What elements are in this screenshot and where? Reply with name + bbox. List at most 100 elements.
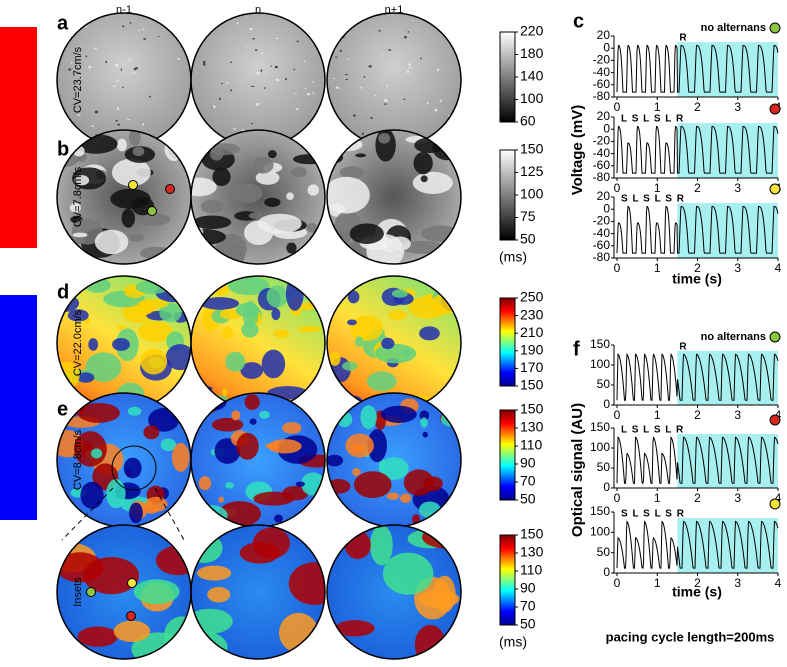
map-patch bbox=[217, 240, 245, 264]
colorbar-tick-label: 140 bbox=[520, 68, 544, 84]
map-patch bbox=[225, 482, 234, 489]
marker-dot bbox=[127, 578, 137, 588]
map-patch bbox=[297, 400, 321, 412]
map-patch bbox=[115, 119, 118, 122]
map-patch bbox=[245, 46, 248, 48]
colorbar-tick-label: 230 bbox=[520, 306, 544, 322]
map-patch bbox=[200, 199, 224, 214]
map-patch bbox=[240, 362, 264, 379]
panel-label: a bbox=[57, 12, 69, 34]
colorbar-tick-label: 250 bbox=[520, 289, 544, 305]
activation-map bbox=[57, 525, 191, 659]
x-tick-label: 3 bbox=[734, 408, 741, 422]
map-outline bbox=[190, 524, 326, 660]
y-tick-label: 0 bbox=[603, 201, 610, 215]
map-patch bbox=[200, 297, 240, 310]
map-patch bbox=[386, 492, 400, 500]
activation-map bbox=[57, 13, 191, 147]
map-patch bbox=[160, 438, 177, 452]
map-patch bbox=[79, 46, 82, 48]
map-patch bbox=[419, 410, 430, 421]
map-patch bbox=[197, 397, 208, 404]
beat-annotation: S L S L S R bbox=[621, 194, 685, 205]
map-patch bbox=[352, 114, 356, 117]
map-patch bbox=[239, 542, 280, 564]
colorbar-tick-label: 130 bbox=[520, 419, 544, 435]
highlight bbox=[677, 123, 778, 178]
y-tick-label: -40 bbox=[593, 146, 611, 160]
map-patch bbox=[274, 65, 278, 69]
map-patch bbox=[296, 40, 299, 43]
y-tick-label: 50 bbox=[597, 460, 611, 474]
map-patch bbox=[342, 361, 358, 371]
map-patch bbox=[218, 496, 224, 503]
inset-region bbox=[111, 445, 157, 491]
map-patch bbox=[293, 68, 296, 71]
map-patch bbox=[312, 80, 314, 83]
column-header: n bbox=[255, 4, 261, 16]
map-patch bbox=[352, 18, 356, 22]
x-tick-label: 4 bbox=[775, 491, 782, 505]
x-tick-label: 1 bbox=[654, 408, 661, 422]
map-patch bbox=[441, 130, 461, 151]
map-patch bbox=[282, 422, 302, 434]
colorbar-tick-label: 130 bbox=[520, 544, 544, 560]
map-patch bbox=[191, 276, 210, 297]
map-patch bbox=[327, 176, 370, 214]
colorbar-tick-label: 110 bbox=[520, 562, 543, 578]
map-patch bbox=[70, 61, 73, 64]
map-patch bbox=[248, 212, 262, 219]
map-patch bbox=[248, 28, 253, 31]
map-patch bbox=[268, 439, 302, 454]
map-patch bbox=[164, 136, 185, 162]
map-patch bbox=[329, 351, 341, 366]
marker-dot bbox=[165, 184, 175, 194]
map-patch bbox=[295, 108, 299, 111]
map-patch bbox=[303, 132, 306, 136]
map-patch bbox=[447, 283, 460, 291]
map-patch bbox=[143, 425, 160, 440]
y-axis-label: Voltage (mV) bbox=[569, 105, 586, 196]
note: pacing cycle length=200ms bbox=[606, 629, 775, 644]
map-patch bbox=[141, 28, 145, 30]
status-dot bbox=[769, 103, 781, 115]
map-patch bbox=[381, 405, 417, 423]
map-patch bbox=[295, 481, 305, 487]
map-outline bbox=[326, 524, 462, 660]
map-patch bbox=[77, 114, 81, 116]
map-patch bbox=[231, 183, 263, 204]
x-tick-label: 3 bbox=[734, 261, 741, 275]
trace bbox=[616, 125, 779, 174]
map-base bbox=[327, 13, 461, 147]
map-patch bbox=[431, 293, 459, 315]
y-tick-label: -60 bbox=[593, 238, 611, 252]
colorbar-tick-label: 150 bbox=[520, 401, 544, 417]
map-patch bbox=[212, 167, 231, 187]
map-patch bbox=[235, 302, 260, 318]
map-patch bbox=[113, 620, 151, 643]
map-patch bbox=[366, 371, 397, 392]
map-patch bbox=[236, 432, 259, 460]
map-patch bbox=[220, 82, 224, 84]
map-patch bbox=[293, 154, 325, 165]
map-patch bbox=[127, 406, 142, 416]
map-patch bbox=[138, 320, 173, 342]
map-patch bbox=[136, 213, 171, 226]
highlight bbox=[677, 42, 778, 97]
colorbar-tick-label: 50 bbox=[520, 231, 536, 247]
cv-label: CV=8.8cm/s bbox=[72, 429, 84, 490]
map-patch bbox=[303, 60, 306, 63]
panel-label: e bbox=[57, 398, 68, 420]
map-patch bbox=[155, 545, 191, 576]
map-base bbox=[191, 13, 325, 147]
map-patch bbox=[350, 315, 384, 342]
map-patch bbox=[378, 459, 386, 470]
group-bar-blue bbox=[0, 295, 37, 520]
map-patch bbox=[85, 55, 88, 58]
map-patch bbox=[434, 108, 438, 112]
map-patch bbox=[440, 411, 461, 427]
map-patch bbox=[421, 225, 461, 243]
colorbar bbox=[499, 409, 516, 501]
map-patch bbox=[116, 79, 118, 83]
map-patch bbox=[121, 86, 124, 89]
